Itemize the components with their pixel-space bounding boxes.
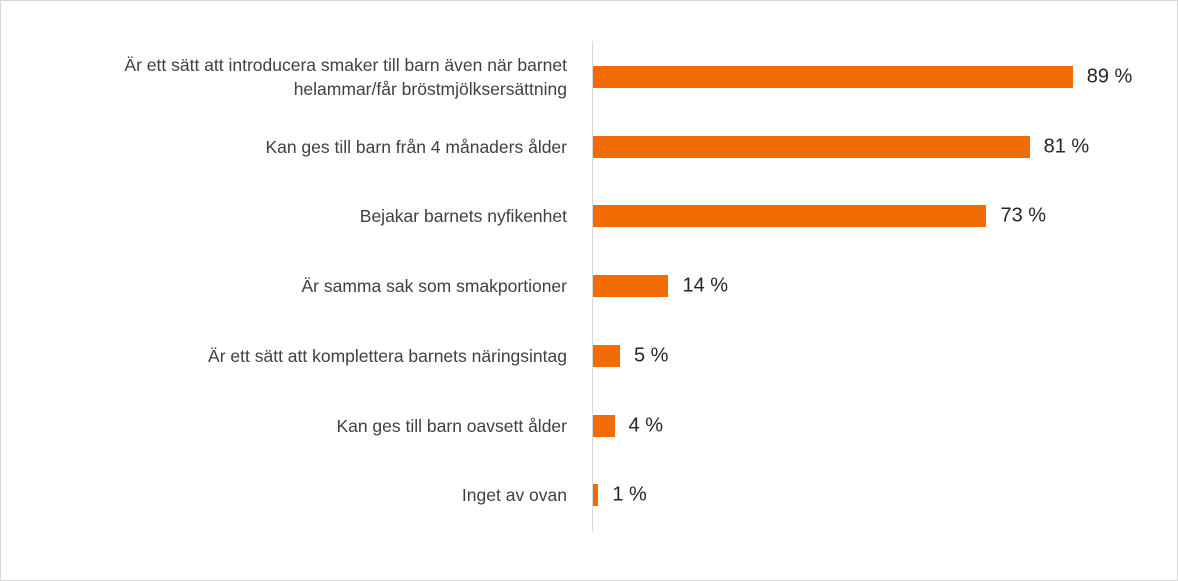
category-axis: [592, 41, 593, 531]
bar: [593, 205, 987, 228]
category-label: Är ett sätt att introducera smaker till …: [124, 55, 567, 99]
value-label: 73 %: [1000, 204, 1047, 227]
value-label: 5 %: [633, 344, 669, 367]
bar: [593, 484, 599, 507]
category-label: Kan ges till barn från 4 månaders ålder: [265, 136, 567, 157]
bar: [593, 66, 1073, 88]
category-label: Inget av ovan: [461, 485, 567, 506]
bar: [593, 275, 669, 298]
category-label: Kan ges till barn oavsett ålder: [336, 415, 567, 436]
category-label: Är ett sätt att komplettera barnets näri…: [208, 345, 567, 366]
bar: [593, 414, 615, 437]
bar: [593, 344, 620, 367]
category-label: Är samma sak som smakportioner: [301, 276, 568, 297]
bar: [593, 135, 1030, 158]
value-label: 89 %: [1086, 65, 1133, 88]
value-label: 4 %: [628, 414, 664, 436]
value-label: 81 %: [1043, 135, 1090, 158]
value-label: 1 %: [612, 483, 647, 506]
value-label: 14 %: [682, 274, 729, 297]
category-label: Bejakar barnets nyfikenhet: [359, 206, 567, 227]
